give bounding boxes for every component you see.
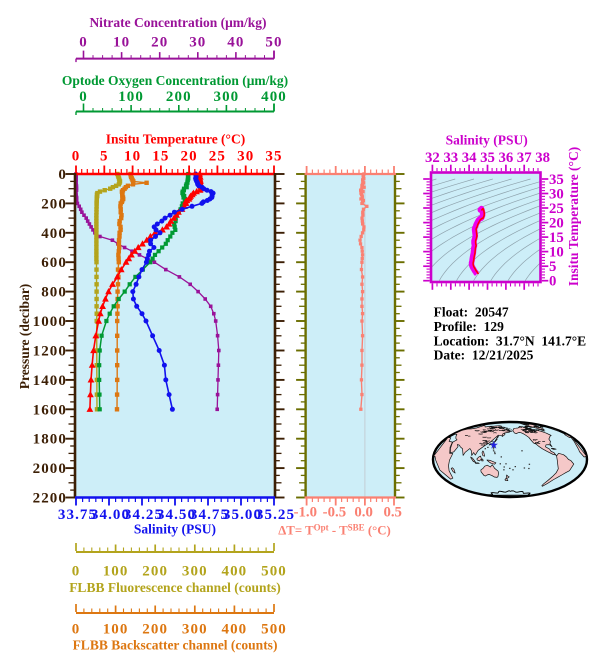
- svg-text:0: 0: [58, 167, 67, 183]
- svg-text:34.00: 34.00: [91, 507, 130, 523]
- svg-text:32: 32: [425, 150, 440, 166]
- svg-text:FLBB Fluorescence channel (cou: FLBB Fluorescence channel (counts): [69, 580, 281, 595]
- svg-text:Insitu Temperature (°C): Insitu Temperature (°C): [566, 147, 581, 286]
- svg-text:35: 35: [480, 150, 495, 166]
- svg-text:2200: 2200: [33, 491, 67, 507]
- svg-text:300: 300: [213, 89, 239, 105]
- svg-text:0: 0: [72, 564, 81, 580]
- svg-text:35: 35: [549, 172, 564, 188]
- svg-text:34.25: 34.25: [124, 507, 163, 523]
- svg-text:100: 100: [118, 89, 144, 105]
- svg-text:1400: 1400: [33, 373, 67, 389]
- svg-text:33: 33: [443, 150, 458, 166]
- svg-text:35: 35: [265, 149, 282, 165]
- svg-text:50: 50: [265, 35, 282, 51]
- svg-text:5: 5: [549, 259, 556, 275]
- svg-text:15: 15: [549, 230, 564, 246]
- svg-text:10: 10: [113, 35, 130, 51]
- svg-text:200: 200: [142, 564, 168, 580]
- svg-text:Salinity (PSU): Salinity (PSU): [134, 522, 216, 537]
- svg-text:800: 800: [41, 285, 67, 301]
- svg-text:Pressure (decibar): Pressure (decibar): [17, 284, 32, 390]
- svg-text:33.75: 33.75: [58, 507, 97, 523]
- svg-text:400: 400: [261, 89, 287, 105]
- svg-text:40: 40: [227, 35, 244, 51]
- svg-text:400: 400: [221, 564, 247, 580]
- svg-text:600: 600: [41, 255, 67, 271]
- svg-text:500: 500: [261, 622, 287, 638]
- svg-text:34: 34: [462, 150, 477, 166]
- svg-text:0: 0: [79, 89, 88, 105]
- svg-text:Nitrate Concentration (μm/kg): Nitrate Concentration (μm/kg): [89, 15, 266, 30]
- svg-text:100: 100: [103, 622, 129, 638]
- svg-text:34.50: 34.50: [157, 507, 196, 523]
- svg-text:1200: 1200: [33, 344, 67, 360]
- svg-text:0: 0: [79, 35, 88, 51]
- svg-text:30: 30: [189, 35, 206, 51]
- svg-text:500: 500: [261, 564, 287, 580]
- svg-text:400: 400: [41, 226, 67, 242]
- svg-text:0: 0: [549, 274, 556, 290]
- svg-text:400: 400: [221, 622, 247, 638]
- svg-text:35.25: 35.25: [256, 507, 295, 523]
- svg-text:34.75: 34.75: [190, 507, 229, 523]
- svg-text:300: 300: [182, 564, 208, 580]
- svg-text:38: 38: [535, 150, 550, 166]
- svg-text:Profile: 129: Profile: 129: [434, 319, 504, 334]
- svg-text:15: 15: [152, 149, 169, 165]
- svg-text:20: 20: [151, 35, 168, 51]
- svg-text:0: 0: [72, 149, 81, 165]
- svg-text:Salinity (PSU): Salinity (PSU): [446, 133, 528, 148]
- svg-text:FLBB Backscatter channel (coun: FLBB Backscatter channel (counts): [73, 638, 278, 653]
- svg-text:25: 25: [549, 201, 564, 217]
- svg-text:1600: 1600: [33, 402, 67, 418]
- svg-text:-1.0: -1.0: [294, 505, 317, 521]
- svg-text:35.00: 35.00: [223, 507, 262, 523]
- svg-text:Float: 20547: Float: 20547: [434, 305, 509, 320]
- svg-text:37: 37: [517, 150, 532, 166]
- svg-text:2000: 2000: [33, 461, 67, 477]
- svg-text:200: 200: [41, 196, 67, 212]
- svg-text:0.5: 0.5: [383, 505, 402, 521]
- svg-text:Date: 12/21/2025: Date: 12/21/2025: [434, 348, 534, 363]
- svg-text:200: 200: [142, 622, 168, 638]
- svg-text:36: 36: [499, 150, 514, 166]
- svg-text:100: 100: [103, 564, 129, 580]
- svg-text:10: 10: [549, 245, 564, 261]
- svg-text:Insitu Temperature (°C): Insitu Temperature (°C): [106, 132, 245, 147]
- svg-text:30: 30: [237, 149, 254, 165]
- svg-text:1000: 1000: [33, 314, 67, 330]
- svg-text:ΔT= TOpt - TSBE (°C): ΔT= TOpt - TSBE (°C): [278, 523, 390, 538]
- svg-text:0: 0: [72, 622, 81, 638]
- svg-text:1800: 1800: [33, 432, 67, 448]
- svg-text:300: 300: [182, 622, 208, 638]
- svg-text:25: 25: [209, 149, 226, 165]
- svg-text:200: 200: [166, 89, 192, 105]
- svg-text:0.0: 0.0: [354, 505, 373, 521]
- svg-text:20: 20: [549, 216, 564, 232]
- svg-text:-0.5: -0.5: [323, 505, 346, 521]
- svg-text:Location: 31.7°N 141.7°E: Location: 31.7°N 141.7°E: [434, 333, 587, 348]
- svg-text:20: 20: [180, 149, 197, 165]
- svg-text:5: 5: [100, 149, 109, 165]
- svg-text:10: 10: [124, 149, 141, 165]
- svg-text:Optode Oxygen Concentration (μ: Optode Oxygen Concentration (μm/kg): [62, 73, 288, 88]
- svg-text:30: 30: [549, 187, 564, 203]
